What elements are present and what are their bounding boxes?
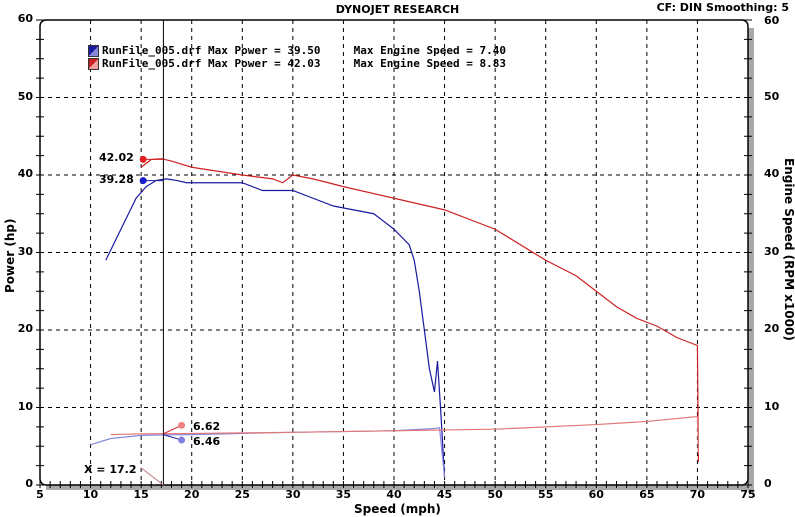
y2-tick-label: 20 xyxy=(764,322,780,335)
x-tick-label: 30 xyxy=(285,488,301,501)
settings-label: CF: DIN Smoothing: 5 xyxy=(656,1,789,14)
frame-shadow-bottom xyxy=(46,485,754,490)
x-tick-label: 35 xyxy=(335,488,352,501)
x-tick-label: 40 xyxy=(386,488,402,501)
legend-swatch-blue xyxy=(88,44,99,57)
y2-tick-label: 40 xyxy=(764,167,780,180)
x-tick-label: 5 xyxy=(36,488,44,501)
y2-tick-label: 0 xyxy=(764,477,772,490)
y2-tick-label: 50 xyxy=(764,89,780,103)
marker-rpm-blue xyxy=(178,436,186,444)
chart-title: DYNOJET RESEARCH xyxy=(335,3,460,16)
series-line-1 xyxy=(140,158,700,462)
cursor-rpm-blue-value: 6.46 xyxy=(193,435,221,448)
cursor-power-blue-value: 39.28 xyxy=(99,173,134,186)
y-tick-label: 40 xyxy=(17,167,33,180)
y-tick-label: 60 xyxy=(17,12,33,25)
series-line-3 xyxy=(110,415,700,455)
legend-text: RunFile_005.drf Max Power = 39.50 Max En… xyxy=(102,44,506,57)
x-tick-label: 70 xyxy=(689,488,706,501)
x-tick-label: 55 xyxy=(538,488,554,501)
marker-power-red xyxy=(139,155,147,163)
x-tick-label: 65 xyxy=(639,488,655,501)
y-tick-label: 20 xyxy=(17,322,33,335)
marker-power-blue xyxy=(139,177,147,185)
y2-tick-label: 30 xyxy=(764,244,780,258)
legend-text: RunFile_005.drf Max Power = 42.03 Max En… xyxy=(102,57,506,70)
x-tick-label: 20 xyxy=(184,488,200,501)
cursor-x-leader xyxy=(140,467,164,486)
x-tick-label: 50 xyxy=(487,488,503,501)
y-tick-label: 10 xyxy=(17,399,33,413)
y2-tick-label: 60 xyxy=(764,14,780,27)
legend-swatch-red xyxy=(88,57,99,70)
y2-tick-label: 10 xyxy=(764,399,780,413)
cursor-x-label: X = 17.2 xyxy=(84,463,137,476)
y-tick-label: 50 xyxy=(17,89,33,103)
cursor-rpm-red-value: 6.62 xyxy=(193,420,221,433)
legend-item-blue[interactable]: RunFile_005.drf Max Power = 39.50 Max En… xyxy=(88,44,506,57)
y-tick-label: 0 xyxy=(25,477,33,490)
x-tick-label: 15 xyxy=(133,488,149,501)
x-axis-label: Speed (mph) xyxy=(354,502,441,516)
x-tick-label: 25 xyxy=(234,488,250,501)
y-axis-right-label: Engine Speed (RPM x1000) xyxy=(782,158,795,341)
legend-item-red[interactable]: RunFile_005.drf Max Power = 42.03 Max En… xyxy=(88,57,506,70)
x-tick-label: 60 xyxy=(588,488,604,501)
y-tick-label: 30 xyxy=(17,244,33,258)
cursor-power-red-value: 42.02 xyxy=(99,151,134,164)
x-tick-label: 10 xyxy=(82,488,99,501)
x-tick-label: 75 xyxy=(740,488,756,501)
marker-rpm-red xyxy=(178,421,186,429)
frame-shadow-right xyxy=(748,28,754,493)
x-tick-label: 45 xyxy=(436,488,453,501)
y-axis-left-label: Power (hp) xyxy=(3,218,17,293)
